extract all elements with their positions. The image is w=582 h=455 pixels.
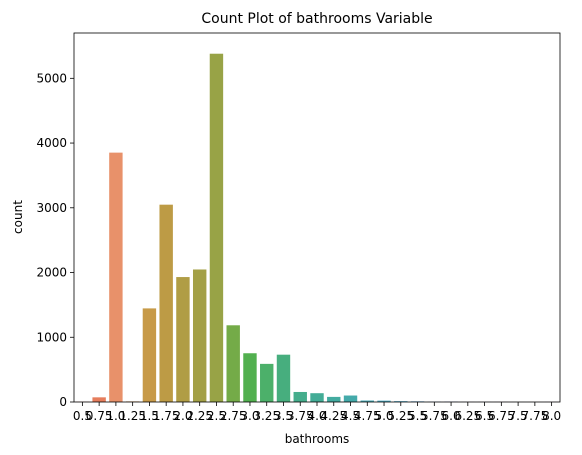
y-tick-label: 0 (59, 395, 67, 409)
x-tick-label: 0.5 (73, 409, 92, 423)
bar-4.25 (327, 396, 341, 402)
x-tick-label: 6.0 (442, 409, 461, 423)
x-tick-label: 2.75 (220, 409, 247, 423)
y-tick-label: 1000 (36, 330, 67, 344)
chart-title: Count Plot of bathrooms Variable (201, 11, 432, 27)
y-axis-label: count (11, 200, 25, 234)
x-tick-label: 1.25 (119, 409, 146, 423)
plot-frame (73, 32, 561, 403)
bar-0.75 (92, 397, 106, 402)
x-tick-label: 4.25 (320, 409, 347, 423)
bar-3.5 (276, 354, 291, 402)
bar-4.75 (360, 400, 374, 402)
x-tick-label: 6.75 (488, 409, 515, 423)
x-tick-label: 0.75 (86, 409, 113, 423)
bar-5.25 (394, 401, 408, 402)
x-tick-label: 2.0 (173, 409, 192, 423)
y-tick-label: 2000 (36, 266, 67, 280)
x-tick-label: 4.5 (341, 409, 360, 423)
x-axis-label: bathrooms (285, 432, 350, 446)
x-tick-label: 6.25 (454, 409, 481, 423)
y-tick-label: 3000 (36, 201, 67, 215)
bar-3.25 (260, 363, 274, 402)
x-tick-label: 3.25 (253, 409, 280, 423)
bar-2.0 (176, 277, 190, 402)
bar-2.75 (226, 325, 240, 402)
x-tick-label: 1.0 (106, 409, 125, 423)
x-tick-label: 5.0 (374, 409, 393, 423)
bars-group (75, 53, 559, 402)
x-tick-label: 7.75 (522, 409, 549, 423)
bar-3.75 (293, 391, 307, 402)
y-tick-label: 5000 (36, 71, 67, 85)
x-tick-label: 1.5 (140, 409, 159, 423)
x-tick-label: 2.5 (207, 409, 226, 423)
y-axis-ticks: 0 1000 2000 3000 4000 5000 (36, 71, 74, 409)
y-tick-label: 4000 (36, 136, 67, 150)
bar-1.0 (109, 152, 123, 402)
x-tick-label: 4.75 (354, 409, 381, 423)
x-tick-label: 3.0 (240, 409, 259, 423)
x-tick-label: 3.75 (287, 409, 314, 423)
x-tick-label: 7.5 (509, 409, 528, 423)
x-tick-label: 5.25 (387, 409, 414, 423)
bar-4.0 (310, 393, 324, 402)
x-tick-label: 5.5 (408, 409, 427, 423)
x-tick-label: 5.75 (421, 409, 448, 423)
x-tick-label: 1.75 (153, 409, 180, 423)
bar-2.25 (192, 269, 207, 402)
x-tick-label: 6.5 (475, 409, 494, 423)
x-axis-ticks: 0.50.751.01.251.51.752.02.252.52.753.03.… (73, 402, 561, 423)
bar-5.0 (377, 400, 391, 402)
x-tick-label: 4.0 (307, 409, 326, 423)
x-tick-label: 3.5 (274, 409, 293, 423)
bar-3.0 (243, 353, 257, 402)
bar-1.75 (159, 204, 173, 402)
bar-1.5 (142, 308, 157, 402)
x-tick-label: 8.0 (542, 409, 561, 423)
x-tick-label: 2.25 (186, 409, 213, 423)
bar-4.5 (343, 395, 358, 402)
bar-2.5 (209, 53, 224, 402)
